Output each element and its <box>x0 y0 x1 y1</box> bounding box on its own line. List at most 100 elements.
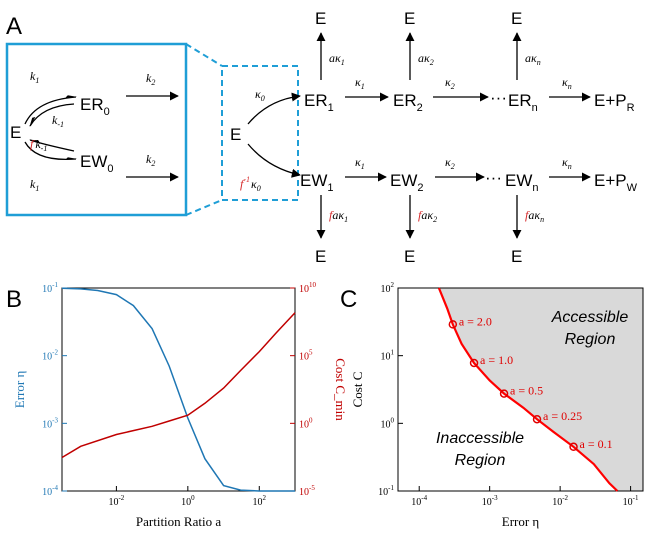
arrow-e-ew1 <box>247 143 301 178</box>
rate-kappan-top: κn <box>562 75 572 91</box>
product-w: E+PW <box>594 171 638 194</box>
chart-c-marker <box>469 358 479 368</box>
rate-fakappa2: faκ2 <box>418 208 437 224</box>
accessible-region-fill <box>438 288 643 491</box>
chart-b-ytick-right-label: 10-5 <box>299 484 315 498</box>
bottom-e-n: E <box>511 247 522 266</box>
rate-fakappa1: faκ1 <box>329 208 348 224</box>
top-e-1: E <box>315 9 326 28</box>
chart-b-series-left <box>61 287 295 492</box>
chart-c-marker-label: a = 1.0 <box>480 353 513 367</box>
species-ew0: EW0 <box>80 152 114 175</box>
chart-b-ylabel-left: Error η <box>12 371 27 409</box>
bottom-e-2: E <box>404 247 415 266</box>
species-er2: ER2 <box>393 91 423 114</box>
zoom-line-top <box>185 43 223 67</box>
chart-b-ytick-right-label: 105 <box>299 349 313 363</box>
chart-b-xtick-label: 100 <box>181 494 195 508</box>
zoom-line-bottom <box>185 199 223 216</box>
species-ern: ERn <box>508 91 538 114</box>
rate-k2-bottom: k2 <box>146 152 155 168</box>
arrow-er0-to-e <box>29 103 75 128</box>
chart-c: 10-4 10-3 10-2 10-1 102 101 100 10-1 a = 2.0 a = … <box>350 281 644 529</box>
chart-b-ytick-left-label: 10-1 <box>42 281 58 295</box>
chart-c-marker-label: a = 2.0 <box>459 314 492 328</box>
product-r: E+PR <box>594 91 635 114</box>
chart-b-frame <box>61 287 296 492</box>
chart-c-ytick-label: 102 <box>381 281 395 295</box>
scheme-box-frame <box>5 42 188 217</box>
chart-c-marker-label: a = 0.1 <box>580 437 613 451</box>
arrow-e-to-er0 <box>24 95 78 125</box>
chart-b-ytick-left-label: 10-4 <box>42 484 58 498</box>
panel-label-a: A <box>6 13 22 40</box>
chart-c-ylabel: Cost C <box>350 372 365 408</box>
chart-c-xtick-label: 10-2 <box>552 494 568 508</box>
inaccessible-region-label-2: Region <box>455 452 506 469</box>
arrow-e-er1 <box>247 92 301 125</box>
chart-c-ytick-label: 101 <box>381 349 395 363</box>
arrow-ew0-to-e <box>28 139 75 152</box>
rate-k2-top: k2 <box>146 71 155 87</box>
chart-b: 10-2 100 102 10-1 10-2 10-3 10-4 1010 105 100 10-5… <box>12 281 348 529</box>
rate-kappa1-top: κ1 <box>355 75 365 91</box>
top-e-2: E <box>404 9 415 28</box>
rate-kappa1-bottom: κ1 <box>355 155 365 171</box>
rate-kappa0-top: κ0 <box>255 87 265 103</box>
rate-fkm1: f k-1 <box>30 137 47 153</box>
rate-kappa2-top: κ2 <box>445 75 455 91</box>
chart-c-xtick-label: 10-3 <box>482 494 498 508</box>
chart-c-marker <box>532 414 542 424</box>
ellipsis-bottom: ··· <box>485 168 502 187</box>
chart-c-xtick-label: 10-1 <box>623 494 639 508</box>
species-ew2: EW2 <box>390 171 424 194</box>
arrow-e-to-ew0 <box>24 141 78 161</box>
rate-fakappan: faκn <box>525 208 544 224</box>
rate-k1-bottom: k1 <box>30 177 39 193</box>
scheme-box: E ER0 EW0 k1 k-1 f k-1 k1 k2 k2 <box>5 42 188 217</box>
accessible-region-label-1: Accessible <box>551 309 629 326</box>
rate-akappan: aκn <box>525 51 541 67</box>
species-er0: ER0 <box>80 95 110 118</box>
species-e-box: E <box>10 123 21 142</box>
panel-label-c: C <box>340 286 357 313</box>
chart-c-marker <box>499 389 509 398</box>
chart-b-xlabel: Partition Ratio a <box>136 514 221 529</box>
rate-k1-top: k1 <box>30 69 39 85</box>
species-e-main: E <box>230 125 241 144</box>
species-ew1: EW1 <box>300 171 334 194</box>
chart-c-xtick-label: 10-4 <box>411 494 427 508</box>
chart-b-ytick-right-label: 100 <box>299 416 313 430</box>
species-ewn: EWn <box>505 171 539 194</box>
chart-b-ytick-left-label: 10-3 <box>42 416 58 430</box>
rate-akappa2: aκ2 <box>418 51 434 67</box>
zoom-box <box>221 65 299 201</box>
chart-c-xlabel: Error η <box>502 514 540 529</box>
chart-b-ytick-left-label: 10-2 <box>42 349 58 363</box>
chart-c-frame <box>397 287 644 492</box>
chart-c-ytick-label: 10-1 <box>378 484 394 498</box>
chart-c-marker <box>569 442 578 452</box>
chart-b-xtick-label: 102 <box>253 494 267 508</box>
chart-c-marker <box>448 320 458 329</box>
inaccessible-region-label-1: Inaccessible <box>436 430 524 447</box>
chart-c-marker-label: a = 0.5 <box>510 384 543 398</box>
chart-b-series-right <box>61 312 296 459</box>
rate-finv-kappa0: f-1κ0 <box>240 175 261 193</box>
chart-b-xtick-label: 10-2 <box>108 494 124 508</box>
top-e-n: E <box>511 9 522 28</box>
ellipsis-top: ··· <box>490 88 507 107</box>
chart-c-marker-label: a = 0.25 <box>543 409 582 423</box>
scheme-main: E κ0 f-1κ0 ER1 ER2 ERn ··· E+PR κ1 κ2 κn… <box>230 9 638 266</box>
rate-km1-top: k-1 <box>52 113 64 129</box>
panel-label-b: B <box>6 286 22 313</box>
bottom-e-1: E <box>315 247 326 266</box>
chart-b-ylabel-right: Cost C_min <box>333 358 348 421</box>
chart-c-ytick-label: 100 <box>381 416 395 430</box>
rate-akappa1: aκ1 <box>329 51 345 67</box>
accessible-region-label-2: Region <box>565 331 616 348</box>
chart-b-ytick-right-label: 1010 <box>299 281 317 295</box>
species-er1: ER1 <box>304 91 334 114</box>
rate-kappan-bottom: κn <box>562 155 572 171</box>
